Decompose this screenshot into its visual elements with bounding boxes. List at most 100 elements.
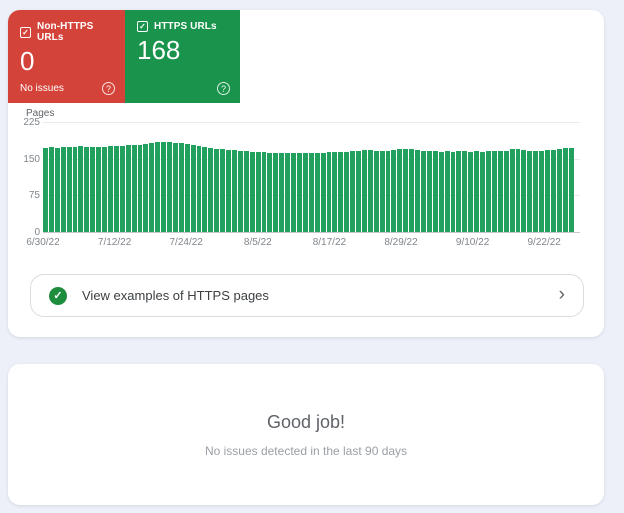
bar-day-47[interactable]	[320, 152, 326, 232]
bar-day-36[interactable]	[255, 152, 261, 232]
bar-day-59[interactable]	[391, 149, 397, 232]
bar-day-54[interactable]	[361, 150, 367, 232]
https-count: 168	[137, 35, 181, 65]
bar-day-50[interactable]	[338, 151, 344, 232]
bar-day-71[interactable]	[462, 151, 468, 232]
bar-day-64[interactable]	[421, 150, 426, 232]
bar-day-0[interactable]	[43, 147, 48, 232]
bar-day-15[interactable]	[131, 144, 137, 232]
bar-day-77[interactable]	[497, 150, 503, 232]
bar-day-55[interactable]	[367, 149, 373, 232]
bar-day-56[interactable]	[373, 150, 379, 232]
bar-day-21[interactable]	[167, 142, 172, 232]
x-tick-label: 8/29/22	[384, 237, 418, 248]
bar-day-72[interactable]	[468, 151, 474, 232]
bar-day-85[interactable]	[545, 150, 550, 232]
bar-day-32[interactable]	[232, 150, 237, 232]
view-examples-button[interactable]: View examples of HTTPS pages	[30, 274, 584, 317]
bar-day-89[interactable]	[568, 147, 574, 232]
bar-day-49[interactable]	[332, 152, 338, 232]
bar-day-74[interactable]	[480, 151, 485, 232]
bar-day-60[interactable]	[397, 149, 403, 232]
bar-day-8[interactable]	[90, 147, 96, 232]
bar-day-82[interactable]	[527, 150, 533, 232]
bar-day-11[interactable]	[107, 146, 113, 232]
checked-checkbox-icon	[20, 26, 31, 38]
bar-day-84[interactable]	[539, 150, 545, 232]
bar-day-26[interactable]	[196, 145, 202, 232]
bar-day-25[interactable]	[190, 144, 196, 232]
bar-day-75[interactable]	[485, 151, 491, 232]
bar-day-9[interactable]	[96, 146, 102, 232]
bar-day-73[interactable]	[474, 151, 480, 232]
bar-day-13[interactable]	[119, 145, 125, 232]
bar-day-16[interactable]	[137, 144, 143, 232]
bar-day-4[interactable]	[66, 147, 72, 232]
bar-day-80[interactable]	[515, 149, 521, 232]
bar-day-34[interactable]	[243, 151, 249, 232]
https-label: HTTPS URLs	[154, 21, 217, 32]
bar-day-48[interactable]	[326, 152, 332, 232]
bar-day-33[interactable]	[237, 150, 243, 232]
help-icon[interactable]	[102, 82, 115, 95]
bar-day-1[interactable]	[48, 147, 54, 232]
bar-day-42[interactable]	[291, 153, 296, 232]
bar-day-79[interactable]	[509, 148, 515, 232]
bar-day-81[interactable]	[521, 149, 527, 232]
bar-day-14[interactable]	[125, 145, 131, 232]
bar-day-53[interactable]	[356, 150, 361, 232]
bar-day-44[interactable]	[302, 152, 308, 232]
bar-day-27[interactable]	[202, 146, 208, 232]
bar-day-87[interactable]	[556, 148, 562, 232]
bar-day-2[interactable]	[54, 147, 60, 232]
bar-day-17[interactable]	[143, 143, 149, 232]
bar-day-22[interactable]	[172, 142, 178, 232]
bar-day-70[interactable]	[456, 151, 462, 232]
bar-day-31[interactable]	[226, 149, 231, 232]
bar-day-41[interactable]	[285, 152, 291, 232]
bar-day-57[interactable]	[379, 151, 385, 232]
bar-day-37[interactable]	[261, 152, 267, 232]
bar-day-45[interactable]	[308, 153, 314, 232]
bar-day-40[interactable]	[279, 153, 285, 232]
bar-day-6[interactable]	[78, 146, 84, 232]
bar-day-35[interactable]	[249, 151, 255, 232]
x-tick-label: 8/5/22	[243, 237, 272, 248]
bar-day-5[interactable]	[72, 146, 78, 232]
bar-day-39[interactable]	[273, 152, 279, 232]
https-card[interactable]: HTTPS URLs 168	[125, 10, 240, 103]
bar-day-28[interactable]	[208, 147, 214, 232]
help-icon[interactable]	[217, 82, 230, 95]
bar-day-19[interactable]	[155, 142, 161, 232]
bar-day-38[interactable]	[267, 152, 273, 232]
non-https-card[interactable]: Non-HTTPS URLs 0 No issues	[8, 10, 125, 103]
bar-day-52[interactable]	[350, 151, 356, 232]
bar-day-29[interactable]	[214, 148, 220, 232]
bar-day-66[interactable]	[432, 151, 438, 232]
bar-day-24[interactable]	[184, 144, 190, 232]
bar-day-58[interactable]	[385, 151, 391, 232]
bar-day-65[interactable]	[426, 151, 432, 232]
bar-day-62[interactable]	[409, 149, 415, 232]
bar-day-10[interactable]	[102, 147, 107, 232]
bar-day-76[interactable]	[491, 151, 497, 232]
bar-day-3[interactable]	[60, 146, 66, 232]
bar-day-68[interactable]	[444, 151, 450, 232]
bar-day-88[interactable]	[562, 148, 568, 232]
bar-day-46[interactable]	[314, 152, 320, 232]
bar-day-30[interactable]	[220, 149, 226, 232]
bar-day-67[interactable]	[438, 151, 444, 232]
bar-day-86[interactable]	[550, 149, 556, 232]
bar-day-51[interactable]	[344, 151, 350, 232]
bar-day-78[interactable]	[503, 150, 509, 232]
bar-day-18[interactable]	[149, 142, 155, 232]
bar-day-61[interactable]	[403, 148, 409, 232]
bar-day-69[interactable]	[450, 151, 456, 232]
bar-day-12[interactable]	[113, 145, 119, 232]
bar-day-20[interactable]	[161, 141, 167, 232]
bar-day-63[interactable]	[415, 149, 420, 232]
bar-day-23[interactable]	[178, 143, 184, 232]
bar-day-43[interactable]	[296, 152, 302, 232]
bar-day-7[interactable]	[84, 146, 90, 232]
bar-day-83[interactable]	[533, 151, 539, 232]
